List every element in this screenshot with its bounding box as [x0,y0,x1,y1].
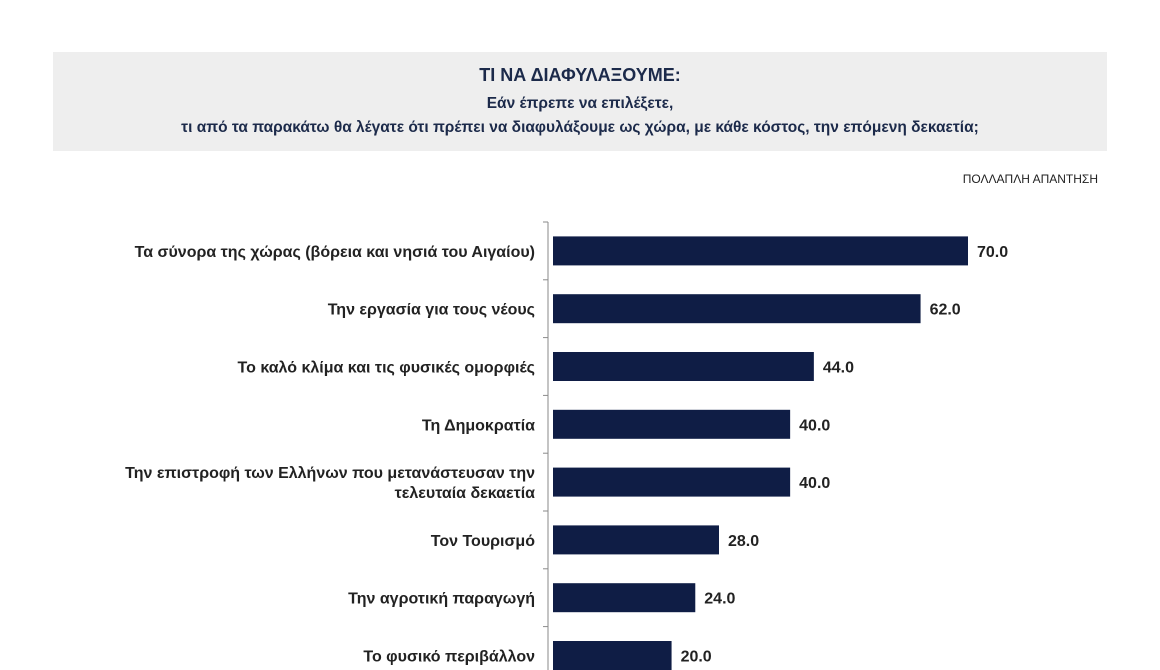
value-label: 24.0 [704,591,735,608]
value-label: 70.0 [977,244,1008,261]
chart-subtitle-1: Εάν έπρεπε να επιλέξετε, [486,95,674,112]
value-label: 44.0 [823,360,854,377]
value-label: 20.0 [681,649,712,666]
category-label: Την αγροτική παραγωγή [348,591,535,608]
bar [553,525,719,555]
category-label: Τη Δημοκρατία [422,417,535,434]
bar [553,294,921,324]
category-label: Το καλό κλίμα και τις φυσικές ομορφιές [238,360,535,377]
multiple-answer-note: ΠΟΛΛΑΠΛΗ ΑΠΑΝΤΗΣΗ [962,172,1098,186]
chart-subtitle-2: τι από τα παρακάτω θα λέγατε ότι πρέπει … [181,119,979,136]
bar [553,467,791,497]
category-label: τελευταία δεκαετία [395,485,536,502]
bar [553,352,814,381]
title-banner: ΤΙ ΝΑ ΔΙΑΦΥΛΑΞΟΥΜΕ: Εάν έπρεπε να επιλέξ… [53,52,1107,151]
bar [553,236,968,266]
value-label: 28.0 [728,533,759,550]
bar [553,409,791,439]
value-label: 40.0 [799,475,830,492]
category-label: Το φυσικό περιβάλλον [363,649,535,666]
category-label: Τα σύνορα της χώρας (βόρεια και νησιά το… [135,244,535,261]
category-label: Την εργασία για τους νέους [328,302,535,319]
value-label: 62.0 [930,302,961,319]
category-label: Την επιστροφή των Ελλήνων που μετανάστευ… [125,465,535,482]
chart-title: ΤΙ ΝΑ ΔΙΑΦΥΛΑΞΟΥΜΕ: [479,65,681,85]
bar [553,583,696,613]
value-label: 40.0 [799,417,830,434]
category-label: Τον Τουρισμό [431,533,535,550]
bar [553,641,672,670]
